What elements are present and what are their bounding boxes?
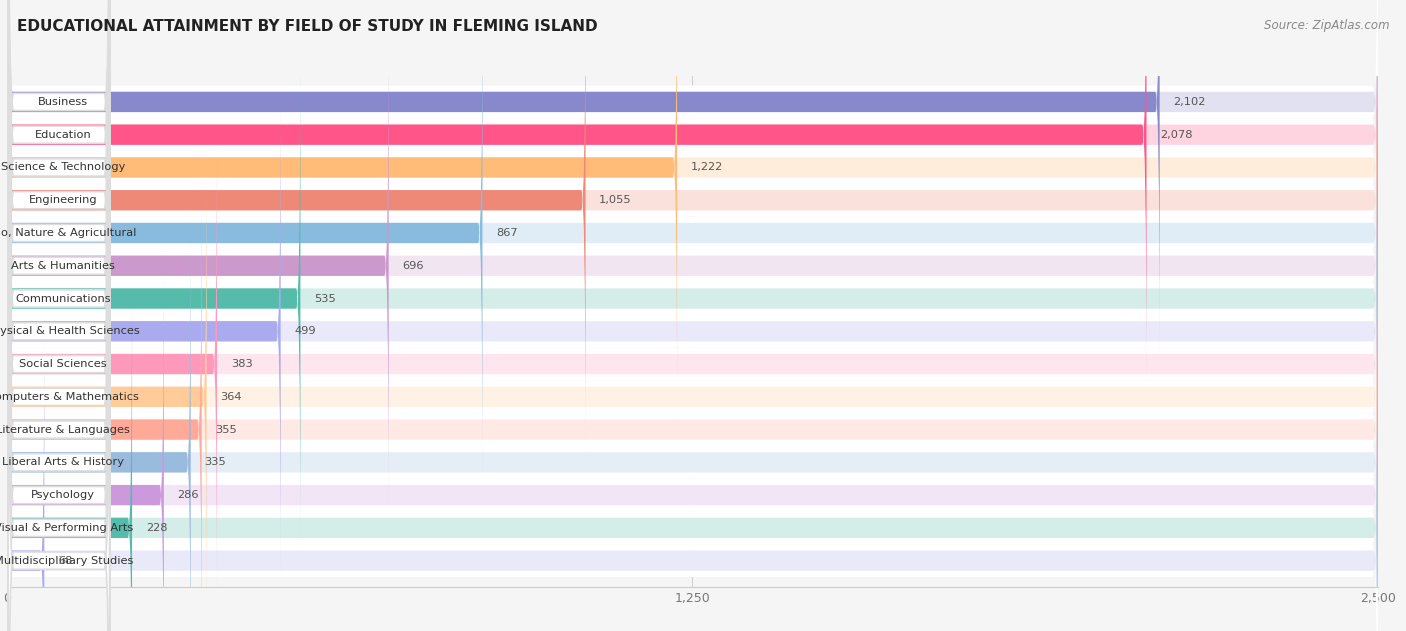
FancyBboxPatch shape <box>7 0 1378 485</box>
FancyBboxPatch shape <box>7 0 1378 413</box>
FancyBboxPatch shape <box>8 176 110 631</box>
FancyBboxPatch shape <box>7 309 45 631</box>
FancyBboxPatch shape <box>8 78 110 631</box>
FancyBboxPatch shape <box>7 86 1378 631</box>
FancyBboxPatch shape <box>7 80 1378 583</box>
FancyBboxPatch shape <box>8 209 110 631</box>
Text: 364: 364 <box>221 392 242 402</box>
FancyBboxPatch shape <box>8 12 110 631</box>
FancyBboxPatch shape <box>7 80 281 583</box>
FancyBboxPatch shape <box>7 0 1146 387</box>
Text: Education: Education <box>35 130 91 139</box>
FancyBboxPatch shape <box>7 145 1378 631</box>
Text: Visual & Performing Arts: Visual & Performing Arts <box>0 523 132 533</box>
FancyBboxPatch shape <box>7 210 1378 631</box>
FancyBboxPatch shape <box>7 14 1378 517</box>
FancyBboxPatch shape <box>7 210 191 631</box>
Text: Engineering: Engineering <box>30 195 97 205</box>
FancyBboxPatch shape <box>7 0 1378 387</box>
Text: Science & Technology: Science & Technology <box>1 162 125 172</box>
FancyBboxPatch shape <box>8 45 110 631</box>
Text: 2,102: 2,102 <box>1174 97 1206 107</box>
Text: Physical & Health Sciences: Physical & Health Sciences <box>0 326 141 336</box>
Text: Communications: Communications <box>15 293 111 304</box>
FancyBboxPatch shape <box>7 0 1378 354</box>
Text: Multidisciplinary Studies: Multidisciplinary Studies <box>0 556 134 565</box>
Text: 1,055: 1,055 <box>599 195 631 205</box>
Text: 867: 867 <box>496 228 517 238</box>
FancyBboxPatch shape <box>7 177 201 631</box>
Text: Liberal Arts & History: Liberal Arts & History <box>3 457 124 468</box>
FancyBboxPatch shape <box>7 151 1378 631</box>
FancyBboxPatch shape <box>7 276 132 631</box>
Text: Social Sciences: Social Sciences <box>20 359 107 369</box>
Text: Bio, Nature & Agricultural: Bio, Nature & Agricultural <box>0 228 136 238</box>
Text: 355: 355 <box>215 425 238 435</box>
FancyBboxPatch shape <box>7 0 1378 446</box>
FancyBboxPatch shape <box>8 0 110 552</box>
FancyBboxPatch shape <box>7 53 1378 631</box>
FancyBboxPatch shape <box>8 0 110 585</box>
Text: EDUCATIONAL ATTAINMENT BY FIELD OF STUDY IN FLEMING ISLAND: EDUCATIONAL ATTAINMENT BY FIELD OF STUDY… <box>17 19 598 34</box>
FancyBboxPatch shape <box>7 243 165 631</box>
Text: Arts & Humanities: Arts & Humanities <box>11 261 115 271</box>
Text: 228: 228 <box>146 523 167 533</box>
FancyBboxPatch shape <box>7 309 1378 631</box>
FancyBboxPatch shape <box>7 0 1378 577</box>
FancyBboxPatch shape <box>7 216 1378 631</box>
FancyBboxPatch shape <box>7 184 1378 631</box>
FancyBboxPatch shape <box>8 0 110 421</box>
FancyBboxPatch shape <box>8 0 110 519</box>
FancyBboxPatch shape <box>7 47 301 550</box>
Text: 68: 68 <box>58 556 72 565</box>
Text: 383: 383 <box>231 359 253 369</box>
FancyBboxPatch shape <box>8 143 110 631</box>
Text: Computers & Mathematics: Computers & Mathematics <box>0 392 139 402</box>
Text: 696: 696 <box>402 261 423 271</box>
FancyBboxPatch shape <box>7 0 678 420</box>
FancyBboxPatch shape <box>7 276 1378 631</box>
FancyBboxPatch shape <box>7 0 585 452</box>
FancyBboxPatch shape <box>7 0 1160 354</box>
FancyBboxPatch shape <box>7 112 1378 616</box>
Text: 2,078: 2,078 <box>1160 130 1192 139</box>
Text: Business: Business <box>38 97 89 107</box>
FancyBboxPatch shape <box>7 177 1378 631</box>
FancyBboxPatch shape <box>8 242 110 631</box>
FancyBboxPatch shape <box>7 249 1378 631</box>
FancyBboxPatch shape <box>7 119 1378 631</box>
FancyBboxPatch shape <box>7 0 1378 479</box>
FancyBboxPatch shape <box>7 47 1378 550</box>
FancyBboxPatch shape <box>7 14 388 517</box>
Text: 286: 286 <box>177 490 200 500</box>
FancyBboxPatch shape <box>7 243 1378 631</box>
FancyBboxPatch shape <box>7 0 1378 452</box>
FancyBboxPatch shape <box>7 0 1378 544</box>
FancyBboxPatch shape <box>8 110 110 631</box>
FancyBboxPatch shape <box>8 0 110 487</box>
FancyBboxPatch shape <box>7 0 1378 420</box>
FancyBboxPatch shape <box>7 0 1378 610</box>
Text: Psychology: Psychology <box>31 490 96 500</box>
Text: Source: ZipAtlas.com: Source: ZipAtlas.com <box>1264 19 1389 32</box>
FancyBboxPatch shape <box>7 0 1378 512</box>
FancyBboxPatch shape <box>7 112 217 616</box>
FancyBboxPatch shape <box>7 0 482 485</box>
Text: 1,222: 1,222 <box>690 162 723 172</box>
FancyBboxPatch shape <box>7 20 1378 631</box>
Text: Literature & Languages: Literature & Languages <box>0 425 131 435</box>
Text: 499: 499 <box>294 326 316 336</box>
FancyBboxPatch shape <box>7 145 207 631</box>
FancyBboxPatch shape <box>8 0 110 618</box>
Text: 335: 335 <box>204 457 226 468</box>
Text: 535: 535 <box>314 293 336 304</box>
FancyBboxPatch shape <box>8 0 110 454</box>
